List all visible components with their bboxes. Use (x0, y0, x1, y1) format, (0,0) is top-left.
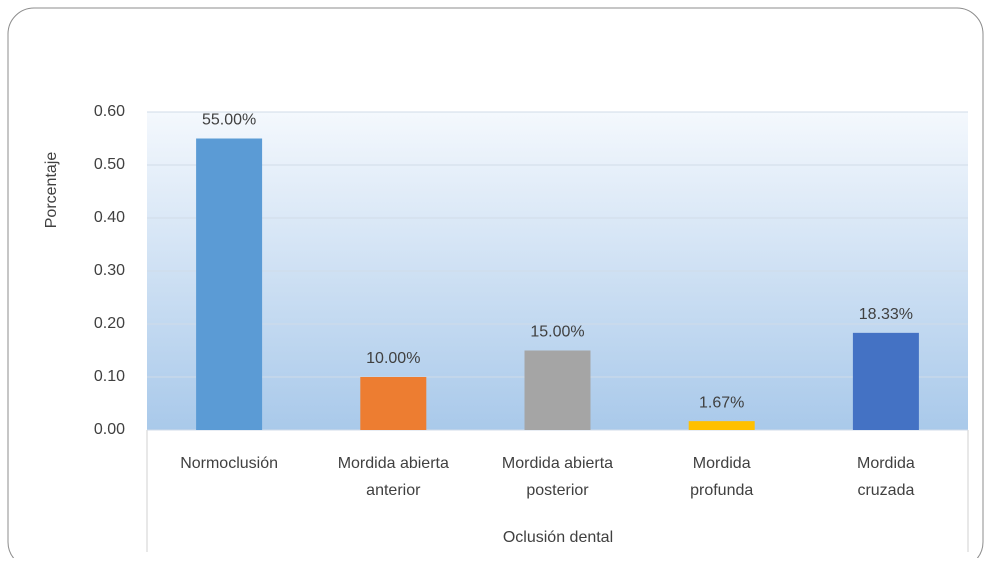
y-tick-label: 0.20 (94, 315, 125, 332)
value-label: 18.33% (859, 306, 913, 323)
value-label: 15.00% (530, 324, 584, 341)
y-tick-label: 0.50 (94, 156, 125, 173)
bar (688, 421, 755, 430)
x-axis-title: Oclusión dental (503, 529, 613, 546)
bar (360, 377, 427, 430)
x-tick-label: Mordida abierta anterior (338, 455, 449, 499)
frame (7, 7, 984, 563)
bar (196, 138, 263, 430)
value-label: 10.00% (366, 350, 420, 367)
y-tick-label: 0.00 (94, 421, 125, 438)
y-tick-label: 0.10 (94, 368, 125, 385)
y-tick-label: 0.30 (94, 262, 125, 279)
bar (524, 350, 591, 430)
y-tick-label: 0.60 (94, 103, 125, 120)
x-tick-label: Mordida cruzada (857, 455, 915, 499)
value-label: 55.00% (202, 112, 256, 129)
x-tick-label: Mordida profunda (690, 455, 753, 499)
y-axis-title: Porcentaje (43, 152, 60, 229)
bar (852, 332, 919, 430)
x-tick-label: Mordida abierta posterior (502, 455, 613, 499)
y-tick-label: 0.40 (94, 209, 125, 226)
value-label: 1.67% (699, 394, 744, 411)
x-tick-label: Normoclusión (180, 455, 278, 472)
